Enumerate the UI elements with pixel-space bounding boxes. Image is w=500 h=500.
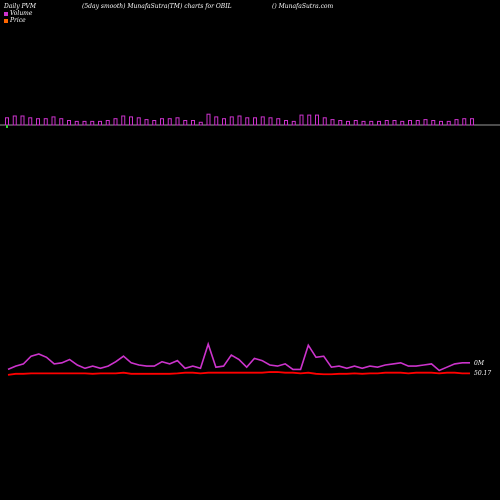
volume-bar	[299, 114, 304, 126]
volume-bar	[384, 120, 389, 126]
volume-bar	[415, 120, 420, 126]
volume-bar	[377, 120, 381, 126]
volume-bar	[229, 116, 234, 126]
volume-bar	[214, 116, 219, 126]
volume-bar	[446, 120, 451, 126]
chart-type-label: Daily PVM	[4, 3, 37, 10]
volume-bar	[121, 115, 126, 126]
volume-bar	[315, 114, 319, 126]
volume-bar	[90, 120, 95, 126]
volume-bar	[268, 117, 273, 126]
volume-bar	[462, 118, 467, 126]
volume-bar	[152, 120, 157, 126]
volume-bar	[20, 115, 25, 126]
volume-bar	[245, 117, 250, 126]
volume-bar	[237, 115, 242, 126]
volume-bar	[338, 120, 343, 126]
volume-bar	[322, 117, 327, 126]
volume-bar	[144, 119, 149, 126]
volume-smooth-line	[7, 341, 470, 372]
volume-bar	[82, 120, 87, 126]
volume-bar	[307, 114, 312, 126]
legend-volume-label: Volume	[10, 10, 33, 17]
volume-bar	[392, 120, 397, 126]
volume-bar	[431, 120, 436, 126]
volume-bar	[198, 121, 203, 126]
volume-bar	[43, 118, 48, 126]
volume-bar	[439, 120, 443, 126]
chart-title: (5day smooth) MunafaSutra(TM) charts for…	[82, 3, 232, 10]
volume-bar-marker	[6, 125, 8, 128]
legend-volume: Volume	[4, 10, 32, 17]
volume-bar	[423, 119, 428, 126]
volume-bar	[253, 117, 257, 126]
volume-bar	[74, 120, 79, 126]
volume-bar	[59, 118, 64, 126]
volume-bar	[167, 118, 172, 126]
volume-bar	[136, 117, 141, 126]
volume-bar	[361, 120, 366, 126]
volume-bar	[113, 118, 118, 126]
volume-bar	[454, 119, 459, 126]
price-line	[7, 371, 470, 376]
volume-axis-label: 0M	[474, 360, 484, 367]
volume-bar	[353, 120, 358, 126]
volume-bar	[98, 120, 102, 126]
volume-bar	[408, 120, 412, 126]
legend-price: Price	[4, 17, 26, 24]
volume-bar	[28, 117, 33, 126]
volume-bar	[105, 120, 110, 126]
volume-bar	[129, 116, 133, 126]
volume-bar	[369, 120, 374, 126]
volume-bar	[206, 113, 211, 126]
volume-bar	[5, 117, 9, 126]
volume-bar	[400, 120, 405, 126]
volume-bar	[51, 116, 56, 126]
volume-bar	[284, 120, 288, 126]
volume-bar	[191, 120, 195, 126]
volume-bar	[470, 118, 474, 126]
volume-bar	[36, 118, 40, 126]
legend-price-label: Price	[10, 17, 26, 24]
volume-bar	[222, 118, 226, 126]
volume-bar	[330, 119, 335, 126]
price-axis-label: 50.17	[474, 370, 492, 377]
site-credit: () MunafaSutra.com	[272, 3, 334, 10]
volume-swatch	[4, 11, 8, 16]
volume-bar	[67, 120, 71, 126]
price-swatch	[4, 18, 8, 23]
volume-bar	[12, 115, 17, 126]
volume-bar	[183, 120, 188, 126]
volume-bar	[346, 120, 350, 126]
volume-bar	[291, 120, 296, 126]
volume-bar	[260, 116, 265, 126]
volume-bar	[175, 117, 180, 126]
volume-bar	[276, 118, 281, 126]
volume-bar	[160, 118, 164, 126]
